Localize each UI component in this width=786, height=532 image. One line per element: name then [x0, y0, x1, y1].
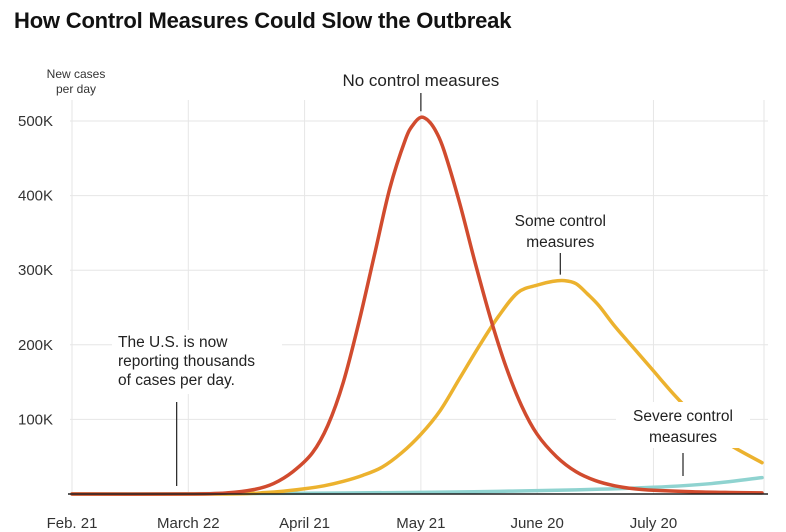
annotation-halo — [112, 330, 282, 394]
annotation-us-reporting-line: The U.S. is now — [118, 334, 228, 351]
y-tick-label: 200K — [18, 337, 53, 354]
y-tick-label: 100K — [18, 411, 53, 428]
x-tick-label: Feb. 21 — [47, 515, 98, 532]
x-tick-label: March 22 — [157, 515, 220, 532]
annotation-severe-control-line: measures — [649, 429, 717, 446]
x-axis-ticks: Feb. 21 March 22 April 21 May 21 June 20 July… — [47, 515, 678, 532]
x-tick-label: April 21 — [279, 515, 330, 532]
annotation-some-control-line: measures — [526, 234, 594, 251]
annotation-us-reporting-line: of cases per day. — [118, 372, 235, 389]
chart-title: How Control Measures Could Slow the Outb… — [14, 8, 512, 33]
y-axis-label-line: per day — [56, 82, 96, 96]
annotation-halo — [616, 402, 750, 448]
annotation-severe-control-line: Severe control — [633, 408, 733, 425]
x-tick-label: May 21 — [396, 515, 445, 532]
series-line-some-control — [70, 278, 764, 496]
y-tick-label: 400K — [18, 188, 53, 205]
y-axis-label-line: New cases — [47, 67, 106, 81]
annotation-us-reporting-line: reporting thousands — [118, 353, 255, 370]
annotation-some-control-line: Some control — [515, 213, 606, 230]
y-axis-ticks: 100K 200K 300K 400K 500K — [18, 113, 53, 428]
x-tick-label: July 20 — [630, 515, 678, 532]
x-tick-label: June 20 — [510, 515, 563, 532]
annotation-no-control: No control measures — [342, 71, 499, 90]
annotations: No control measures Some control measures S… — [112, 71, 750, 486]
y-tick-label: 300K — [18, 262, 53, 279]
series-line-no-control — [70, 115, 764, 496]
y-tick-label: 500K — [18, 113, 53, 130]
